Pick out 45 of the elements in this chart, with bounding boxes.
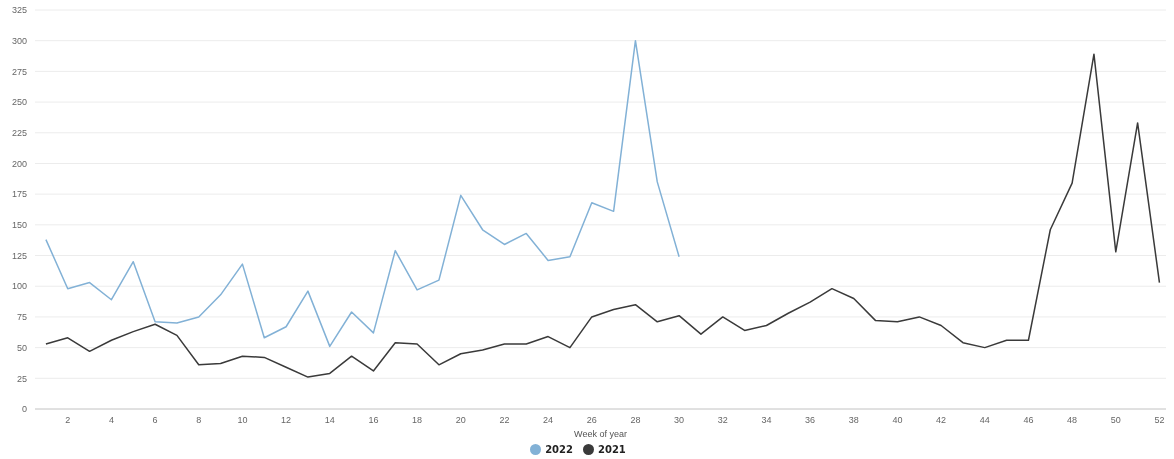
x-tick-label: 12 [281, 415, 292, 426]
x-tick-label: 26 [586, 415, 597, 426]
x-tick-label: 48 [1067, 415, 1078, 426]
x-tick-label: 18 [412, 415, 423, 426]
x-tick-label: 42 [936, 415, 947, 426]
x-tick-label: 52 [1154, 415, 1165, 426]
x-axis-title: Week of year [574, 429, 627, 439]
legend-label: 2022 [545, 444, 573, 455]
x-tick-label: 24 [543, 415, 554, 426]
y-tick-label: 50 [16, 342, 27, 353]
y-tick-label: 325 [11, 5, 27, 16]
y-tick-label: 200 [11, 158, 27, 169]
legend-label: 2021 [598, 444, 626, 455]
x-tick-label: 46 [1023, 415, 1034, 426]
x-tick-label: 22 [499, 415, 510, 426]
x-tick-label: 16 [368, 415, 379, 426]
x-tick-label: 28 [630, 415, 641, 426]
x-tick-label: 50 [1110, 415, 1121, 426]
y-tick-label: 225 [11, 127, 27, 138]
line-series [45, 39, 680, 348]
x-tick-label: 2 [65, 415, 71, 426]
y-tick-label: 300 [11, 35, 27, 46]
y-tick-label: 75 [16, 312, 27, 323]
y-tick-label: 250 [11, 97, 27, 108]
y-tick-label: 150 [11, 220, 27, 231]
y-tick-label: 0 [21, 404, 27, 415]
x-tick-label: 34 [761, 415, 772, 426]
x-tick-label: 36 [805, 415, 816, 426]
x-tick-label: 14 [324, 415, 335, 426]
x-tick-label: 6 [152, 415, 158, 426]
x-tick-label: 30 [674, 415, 685, 426]
y-tick-label: 25 [16, 373, 27, 384]
y-tick-label: 100 [11, 281, 27, 292]
x-tick-label: 10 [237, 415, 248, 426]
y-tick-label: 175 [11, 189, 27, 200]
x-tick-label: 44 [979, 415, 990, 426]
y-tick-label: 125 [11, 250, 27, 261]
x-tick-label: 32 [717, 415, 728, 426]
y-tick-label: 275 [11, 66, 27, 77]
line-series [45, 53, 1161, 378]
x-tick-label: 4 [108, 415, 114, 426]
x-tick-label: 20 [455, 415, 466, 426]
x-tick-label: 8 [196, 415, 202, 426]
x-tick-label: 40 [892, 415, 903, 426]
x-tick-label: 38 [848, 415, 859, 426]
